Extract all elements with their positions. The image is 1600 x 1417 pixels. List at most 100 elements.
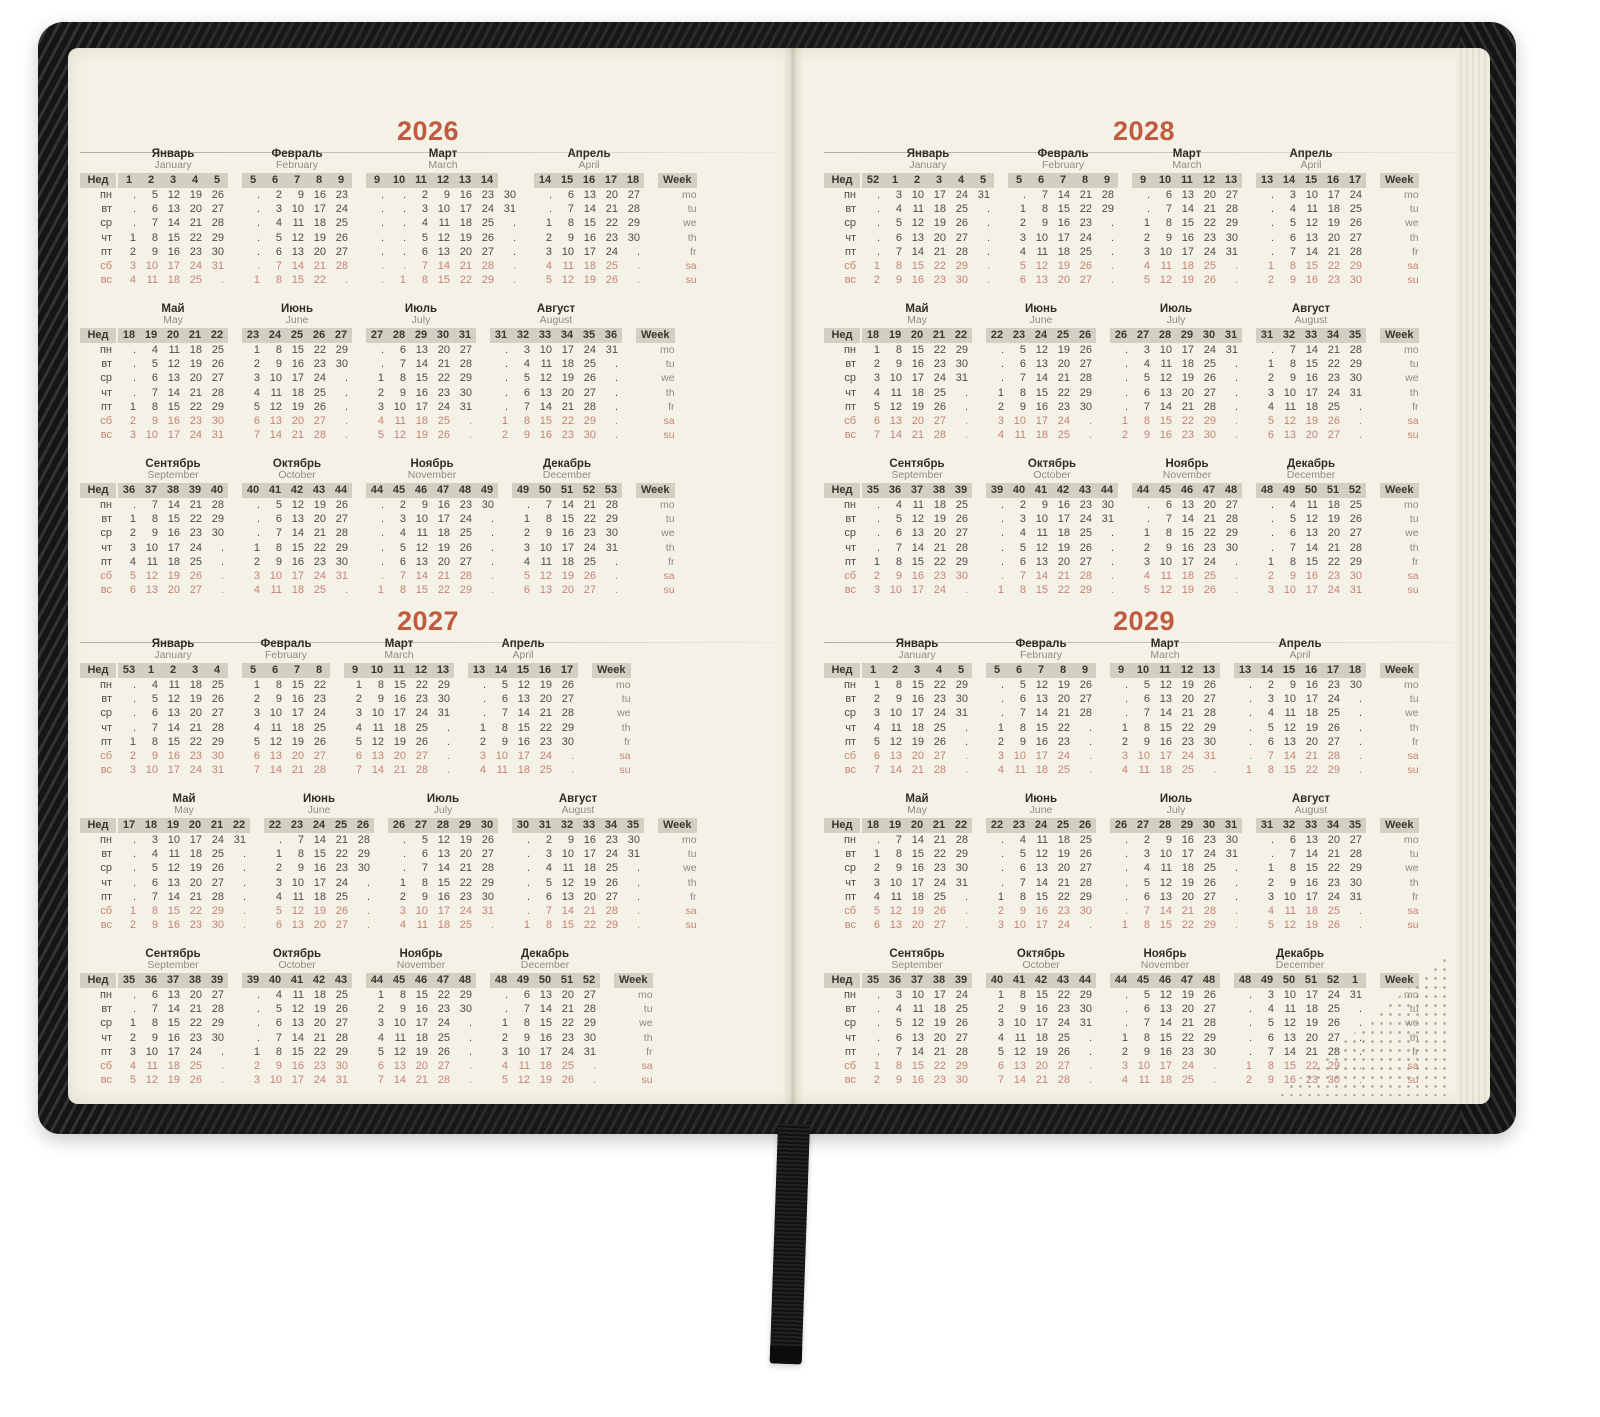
day-cell[interactable]: 2 [523, 527, 530, 540]
day-cell[interactable]: 4 [1267, 905, 1274, 918]
day-cell[interactable]: 9 [275, 358, 282, 371]
day-cell[interactable]: 2 [275, 189, 282, 202]
day-cell[interactable]: 22 [1203, 527, 1216, 540]
day-cell[interactable]: 13 [371, 750, 384, 763]
day-cell[interactable]: 26 [437, 1045, 450, 1058]
day-cell[interactable]: 12 [1013, 1045, 1026, 1058]
day-cell[interactable]: 10 [269, 372, 282, 385]
day-cell[interactable]: 14 [583, 203, 596, 216]
day-cell[interactable]: 6 [1019, 862, 1026, 875]
day-cell[interactable]: 22 [459, 876, 472, 889]
day-cell[interactable]: 5 [151, 693, 158, 706]
day-cell[interactable]: 10 [889, 707, 902, 720]
day-cell[interactable]: 24 [933, 876, 946, 889]
day-cell[interactable]: 8 [1165, 217, 1172, 230]
day-cell[interactable]: 26 [1203, 372, 1216, 385]
day-cell[interactable]: 4 [1121, 1074, 1128, 1087]
day-cell[interactable]: 17 [1305, 693, 1318, 706]
day-cell[interactable]: 17 [1159, 1060, 1172, 1073]
day-cell[interactable]: 23 [1057, 735, 1070, 748]
day-cell[interactable]: 14 [1305, 245, 1318, 258]
day-cell[interactable]: 18 [911, 386, 924, 399]
day-cell[interactable]: 18 [911, 890, 924, 903]
day-cell[interactable]: 21 [911, 764, 924, 777]
day-cell[interactable]: 22 [933, 344, 946, 357]
day-cell[interactable]: 17 [933, 989, 946, 1002]
day-cell[interactable]: 18 [1305, 1003, 1318, 1016]
day-cell[interactable]: 10 [145, 764, 158, 777]
day-cell[interactable]: 9 [421, 890, 428, 903]
day-cell[interactable]: 8 [377, 679, 384, 692]
day-cell[interactable]: 13 [539, 989, 552, 1002]
day-cell[interactable]: 16 [167, 527, 180, 540]
day-cell[interactable]: 23 [605, 231, 618, 244]
day-cell[interactable]: 28 [211, 890, 224, 903]
day-cell[interactable]: 19 [933, 217, 946, 230]
day-cell[interactable]: 26 [1327, 415, 1340, 428]
day-cell[interactable]: 11 [1284, 1003, 1296, 1016]
day-cell[interactable]: 1 [1245, 1060, 1252, 1073]
day-cell[interactable]: 6 [1165, 499, 1172, 512]
day-cell[interactable]: 28 [933, 429, 946, 442]
day-cell[interactable]: 3 [545, 245, 552, 258]
day-cell[interactable]: 22 [1181, 415, 1194, 428]
day-cell[interactable]: 28 [357, 834, 370, 847]
day-cell[interactable]: 10 [495, 750, 508, 763]
day-cell[interactable]: 19 [539, 1074, 552, 1087]
day-cell[interactable]: 1 [523, 513, 530, 526]
day-cell[interactable]: 20 [1057, 693, 1070, 706]
day-cell[interactable]: 4 [1143, 570, 1150, 583]
day-cell[interactable]: 28 [1079, 570, 1092, 583]
day-cell[interactable]: 16 [393, 693, 406, 706]
day-cell[interactable]: 31 [605, 541, 618, 554]
day-cell[interactable]: 12 [1159, 274, 1172, 287]
day-cell[interactable]: 30 [211, 415, 224, 428]
day-cell[interactable]: 28 [313, 764, 326, 777]
day-cell[interactable]: 26 [605, 876, 618, 889]
day-cell[interactable]: 29 [1349, 358, 1362, 371]
day-cell[interactable]: 18 [313, 989, 326, 1002]
day-cell[interactable]: 17 [1057, 513, 1070, 526]
day-cell[interactable]: 6 [1143, 386, 1150, 399]
day-cell[interactable]: 11 [890, 386, 902, 399]
day-cell[interactable]: 8 [1019, 890, 1026, 903]
day-cell[interactable]: 21 [189, 217, 202, 230]
day-cell[interactable]: 17 [1305, 890, 1318, 903]
day-cell[interactable]: 28 [605, 499, 618, 512]
day-cell[interactable]: 7 [297, 834, 304, 847]
day-cell[interactable]: 12 [561, 274, 574, 287]
day-cell[interactable]: 26 [1327, 1017, 1340, 1030]
day-cell[interactable]: 27 [933, 919, 946, 932]
day-cell[interactable]: 8 [151, 400, 158, 413]
day-cell[interactable]: 25 [1057, 764, 1070, 777]
day-cell[interactable]: 23 [437, 1003, 450, 1016]
day-cell[interactable]: 9 [895, 274, 902, 287]
day-cell[interactable]: 24 [955, 989, 968, 1002]
day-cell[interactable]: 2 [1267, 570, 1274, 583]
day-cell[interactable]: 19 [459, 231, 472, 244]
day-cell[interactable]: 6 [275, 513, 282, 526]
day-cell[interactable]: 19 [1327, 513, 1340, 526]
day-cell[interactable]: 26 [1349, 513, 1362, 526]
day-cell[interactable]: 23 [437, 386, 450, 399]
day-cell[interactable]: 26 [1203, 584, 1216, 597]
day-cell[interactable]: 11 [438, 217, 450, 230]
day-cell[interactable]: 10 [1137, 750, 1150, 763]
day-cell[interactable]: 24 [189, 541, 202, 554]
day-cell[interactable]: 29 [481, 876, 494, 889]
day-cell[interactable]: 28 [1349, 344, 1362, 357]
day-cell[interactable]: 11 [168, 679, 180, 692]
day-cell[interactable]: 14 [539, 400, 552, 413]
day-cell[interactable]: 30 [955, 570, 968, 583]
day-cell[interactable]: 3 [545, 848, 552, 861]
day-cell[interactable]: 22 [313, 274, 326, 287]
day-cell[interactable]: 17 [1181, 245, 1194, 258]
day-cell[interactable]: 14 [561, 905, 574, 918]
day-cell[interactable]: 4 [545, 260, 552, 273]
day-cell[interactable]: 31 [1225, 344, 1238, 357]
day-cell[interactable]: 6 [399, 344, 406, 357]
day-cell[interactable]: 18 [1159, 1074, 1172, 1087]
day-cell[interactable]: 15 [291, 274, 304, 287]
day-cell[interactable]: 23 [583, 527, 596, 540]
day-cell[interactable]: 5 [1143, 679, 1150, 692]
